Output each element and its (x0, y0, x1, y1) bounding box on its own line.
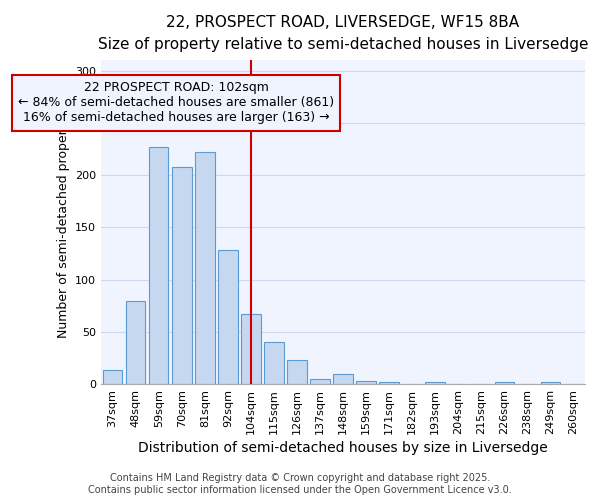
Y-axis label: Number of semi-detached properties: Number of semi-detached properties (56, 106, 70, 338)
Bar (149, 147, 169, 384)
Text: Contains HM Land Registry data © Crown copyright and database right 2025.
Contai: Contains HM Land Registry data © Crown c… (88, 474, 512, 495)
Bar (333, 374, 353, 384)
Bar (379, 382, 399, 384)
Bar (425, 382, 445, 384)
Bar (218, 250, 238, 384)
Bar (264, 342, 284, 384)
Bar (356, 381, 376, 384)
Bar (241, 314, 260, 384)
Bar (541, 382, 560, 384)
Bar (172, 167, 191, 384)
Bar (494, 382, 514, 384)
Bar (103, 370, 122, 384)
Text: 22 PROSPECT ROAD: 102sqm
← 84% of semi-detached houses are smaller (861)
16% of : 22 PROSPECT ROAD: 102sqm ← 84% of semi-d… (18, 82, 334, 124)
Title: 22, PROSPECT ROAD, LIVERSEDGE, WF15 8BA
Size of property relative to semi-detach: 22, PROSPECT ROAD, LIVERSEDGE, WF15 8BA … (98, 15, 588, 52)
Bar (287, 360, 307, 384)
Bar (126, 300, 145, 384)
Bar (195, 152, 215, 384)
X-axis label: Distribution of semi-detached houses by size in Liversedge: Distribution of semi-detached houses by … (138, 441, 548, 455)
Bar (310, 379, 330, 384)
